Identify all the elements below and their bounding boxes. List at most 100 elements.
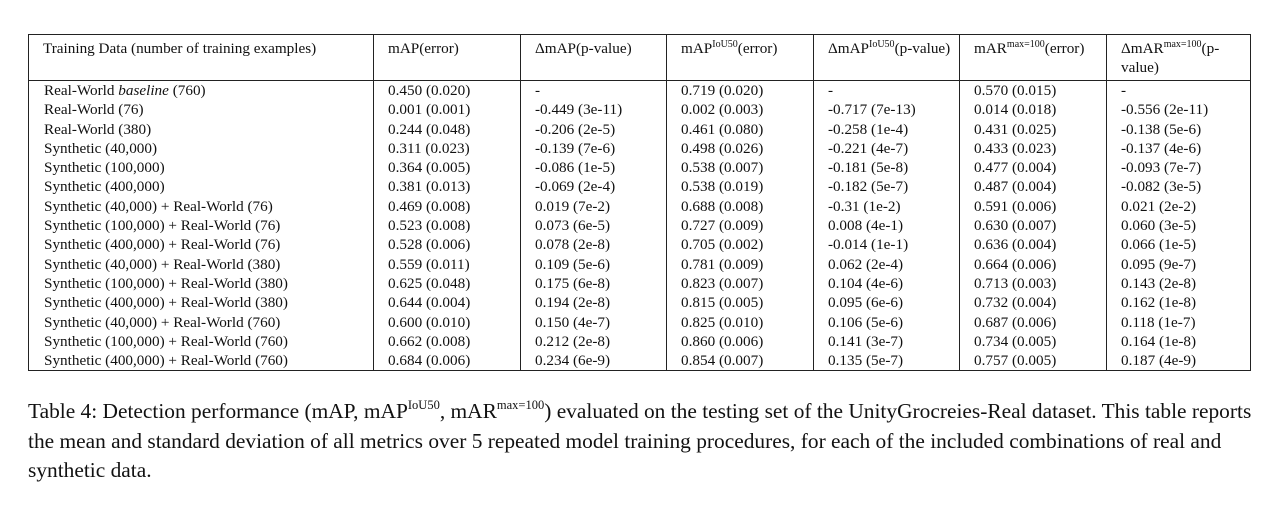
table-caption: Table 4: Detection performance (mAP, mAP…	[28, 398, 1252, 482]
cell-map: 0.662 (0.008)	[373, 331, 521, 352]
cell-delta-map: -0.206 (2e-5)	[520, 119, 667, 139]
cell-delta-map: -0.069 (2e-4)	[520, 177, 667, 197]
cell-delta-map: 0.212 (2e-8)	[520, 331, 667, 352]
table-body: Real-World baseline (760) 0.450 (0.020) -0…	[28, 80, 1251, 371]
cell-delta-map: -0.086 (1e-5)	[520, 158, 667, 178]
cell-delta-map-iou50: -	[813, 80, 960, 101]
cell-delta-map: 0.175 (6e-8)	[520, 273, 667, 294]
cell-map: 0.244 (0.048)	[373, 119, 521, 139]
cell-map-iou50: 0.538 (0.007)	[666, 158, 814, 178]
table-row: Synthetic (40,000) + Real-World (760) 0.6…	[28, 312, 1251, 332]
cell-delta-mar: 0.187 (4e-9)	[1106, 351, 1251, 371]
cell-delta-mar: -0.556 (2e-11)	[1106, 100, 1251, 120]
table-row: Synthetic (100,000) 0.364 (0.005) -0.086 (…	[28, 158, 1251, 178]
cell-map-iou50: 0.538 (0.019)	[666, 177, 814, 197]
cell-delta-mar: 0.095 (9e-7)	[1106, 254, 1251, 274]
table-row: Synthetic (400,000) + Real-World (760) 0.…	[28, 351, 1251, 371]
cell-delta-map: -	[520, 80, 667, 101]
cell-map-iou50: 0.461 (0.080)	[666, 119, 814, 139]
header-training-data: Training Data (number of training exampl…	[28, 34, 374, 81]
cell-map: 0.381 (0.013)	[373, 177, 521, 197]
cell-map: 0.364 (0.005)	[373, 158, 521, 178]
cell-delta-mar: 0.066 (1e-5)	[1106, 235, 1251, 255]
cell-mar: 0.570 (0.015)	[959, 80, 1107, 101]
cell-delta-mar: 0.143 (2e-8)	[1106, 273, 1251, 294]
cell-map: 0.001 (0.001)	[373, 100, 521, 120]
cell-map: 0.625 (0.048)	[373, 273, 521, 294]
results-table: Training Data (number of training exampl…	[28, 34, 1251, 372]
row-label: Synthetic (100,000)	[28, 158, 374, 178]
row-label: Synthetic (400,000) + Real-World (760)	[28, 351, 374, 371]
cell-map-iou50: 0.719 (0.020)	[666, 80, 814, 101]
cell-delta-mar: 0.118 (1e-7)	[1106, 312, 1251, 332]
row-label: Synthetic (100,000) + Real-World (760)	[28, 331, 374, 352]
cell-map: 0.684 (0.006)	[373, 351, 521, 371]
row-label: Real-World baseline (760)	[28, 80, 374, 101]
cell-delta-map-iou50: -0.181 (5e-8)	[813, 158, 960, 178]
row-label: Synthetic (400,000)	[28, 177, 374, 197]
cell-delta-map: 0.019 (7e-2)	[520, 196, 667, 217]
row-label: Real-World (76)	[28, 100, 374, 120]
table-row: Synthetic (40,000) + Real-World (380) 0.5…	[28, 254, 1251, 274]
cell-mar: 0.732 (0.004)	[959, 293, 1107, 313]
cell-delta-map-iou50: -0.31 (1e-2)	[813, 196, 960, 217]
cell-map: 0.523 (0.008)	[373, 216, 521, 236]
cell-delta-map-iou50: -0.014 (1e-1)	[813, 235, 960, 255]
row-label: Synthetic (100,000) + Real-World (380)	[28, 273, 374, 294]
cell-mar: 0.630 (0.007)	[959, 216, 1107, 236]
cell-delta-map-iou50: 0.008 (4e-1)	[813, 216, 960, 236]
cell-delta-map: 0.073 (6e-5)	[520, 216, 667, 236]
cell-delta-mar: -0.082 (3e-5)	[1106, 177, 1251, 197]
cell-delta-map: 0.109 (5e-6)	[520, 254, 667, 274]
cell-mar: 0.487 (0.004)	[959, 177, 1107, 197]
cell-map: 0.450 (0.020)	[373, 80, 521, 101]
cell-delta-mar: -	[1106, 80, 1251, 101]
row-label: Synthetic (40,000) + Real-World (760)	[28, 312, 374, 332]
cell-delta-map: 0.150 (4e-7)	[520, 312, 667, 332]
row-label: Synthetic (40,000) + Real-World (380)	[28, 254, 374, 274]
cell-delta-map: 0.078 (2e-8)	[520, 235, 667, 255]
cell-delta-map-iou50: 0.062 (2e-4)	[813, 254, 960, 274]
cell-delta-map-iou50: 0.106 (5e-6)	[813, 312, 960, 332]
cell-mar: 0.431 (0.025)	[959, 119, 1107, 139]
header-delta-mar-max100-pvalue: ΔmARmax=100(p-value)	[1106, 34, 1251, 81]
header-map-iou50-error: mAPIoU50(error)	[666, 34, 814, 81]
cell-delta-map: -0.449 (3e-11)	[520, 100, 667, 120]
cell-delta-map-iou50: 0.095 (6e-6)	[813, 293, 960, 313]
cell-map-iou50: 0.823 (0.007)	[666, 273, 814, 294]
cell-mar: 0.591 (0.006)	[959, 196, 1107, 217]
cell-delta-map-iou50: 0.141 (3e-7)	[813, 331, 960, 352]
cell-delta-map-iou50: 0.104 (4e-6)	[813, 273, 960, 294]
cell-delta-mar: 0.162 (1e-8)	[1106, 293, 1251, 313]
cell-mar: 0.014 (0.018)	[959, 100, 1107, 120]
table-row: Synthetic (100,000) + Real-World (76) 0.5…	[28, 216, 1251, 236]
cell-mar: 0.664 (0.006)	[959, 254, 1107, 274]
cell-map-iou50: 0.002 (0.003)	[666, 100, 814, 120]
cell-mar: 0.687 (0.006)	[959, 312, 1107, 332]
cell-map-iou50: 0.498 (0.026)	[666, 138, 814, 159]
table-row: Synthetic (400,000) + Real-World (76) 0.5…	[28, 235, 1251, 255]
cell-delta-map: 0.194 (2e-8)	[520, 293, 667, 313]
cell-mar: 0.713 (0.003)	[959, 273, 1107, 294]
table-row: Synthetic (40,000) 0.311 (0.023) -0.139 (7…	[28, 138, 1251, 159]
cell-map-iou50: 0.688 (0.008)	[666, 196, 814, 217]
table-row: Synthetic (400,000) + Real-World (380) 0.…	[28, 293, 1251, 313]
cell-delta-map-iou50: -0.717 (7e-13)	[813, 100, 960, 120]
cell-map-iou50: 0.825 (0.010)	[666, 312, 814, 332]
cell-map-iou50: 0.815 (0.005)	[666, 293, 814, 313]
cell-mar: 0.757 (0.005)	[959, 351, 1107, 371]
cell-delta-mar: -0.093 (7e-7)	[1106, 158, 1251, 178]
cell-mar: 0.734 (0.005)	[959, 331, 1107, 352]
table-row: Real-World (380) 0.244 (0.048) -0.206 (2e-…	[28, 119, 1251, 139]
cell-delta-map-iou50: -0.221 (4e-7)	[813, 138, 960, 159]
cell-delta-mar: -0.137 (4e-6)	[1106, 138, 1251, 159]
cell-map: 0.469 (0.008)	[373, 196, 521, 217]
table-row: Synthetic (100,000) + Real-World (760) 0.…	[28, 331, 1251, 352]
cell-map: 0.528 (0.006)	[373, 235, 521, 255]
cell-delta-mar: 0.060 (3e-5)	[1106, 216, 1251, 236]
cell-delta-map-iou50: 0.135 (5e-7)	[813, 351, 960, 371]
cell-map-iou50: 0.860 (0.006)	[666, 331, 814, 352]
row-label: Synthetic (40,000)	[28, 138, 374, 159]
cell-mar: 0.636 (0.004)	[959, 235, 1107, 255]
row-label: Synthetic (400,000) + Real-World (76)	[28, 235, 374, 255]
